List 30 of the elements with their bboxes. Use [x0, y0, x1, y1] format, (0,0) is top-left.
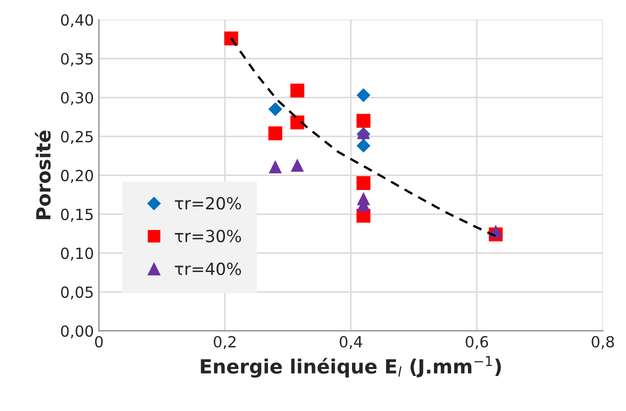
y-tick-label: 0,05	[61, 286, 93, 300]
y-tick-label: 0,25	[61, 130, 93, 144]
point	[290, 84, 304, 98]
point	[290, 158, 304, 172]
point	[356, 114, 370, 128]
y-axis-title: Porosité	[34, 130, 51, 220]
y-tick-label: 0,15	[61, 208, 93, 222]
x-tick-label: 0,8	[592, 336, 614, 350]
x-tick-label: 0	[95, 336, 103, 348]
point	[268, 126, 282, 140]
point	[268, 102, 282, 116]
x-tick-label: 0,4	[340, 336, 362, 350]
point	[356, 88, 370, 102]
x-tick-label: 0,6	[466, 336, 488, 350]
point	[290, 115, 304, 130]
y-tick-label: 0,40	[61, 14, 94, 28]
y-tick-label: 0,30	[61, 92, 94, 106]
legend-label: τr=20%	[174, 196, 241, 210]
x-tick-label: 0,2	[214, 336, 236, 350]
point	[356, 176, 370, 190]
x-axis-title: Energie linéique E$_{l}$ (J.mm$^{−1}$)	[200, 356, 501, 378]
legend-label: τr=40%	[174, 262, 241, 276]
point	[224, 31, 238, 46]
y-tick-label: 0,00	[61, 325, 94, 338]
y-tick-label: 0,20	[61, 170, 94, 183]
y-tick-label: 0,35	[61, 53, 93, 66]
legend-label: τr=30%	[174, 230, 241, 242]
point	[268, 160, 282, 174]
y-tick-label: 0,10	[61, 248, 94, 261]
point	[356, 138, 370, 153]
